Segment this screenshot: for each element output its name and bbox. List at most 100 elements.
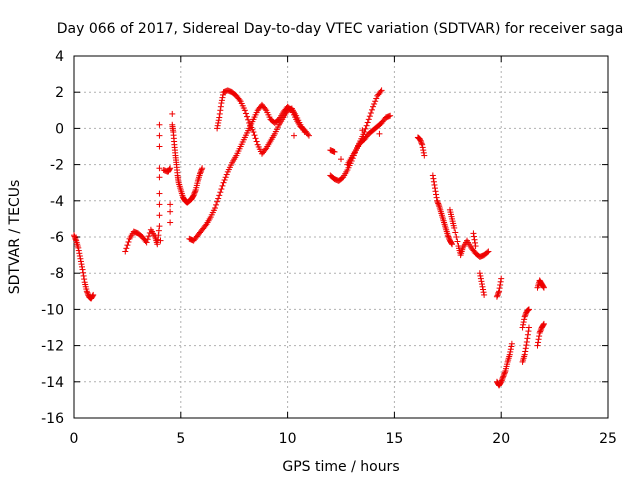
data-point	[507, 348, 514, 355]
data-point	[364, 119, 371, 126]
data-point	[338, 156, 344, 163]
data-point	[495, 289, 502, 296]
y-axis-label: SDTVAR / TECUs	[7, 180, 23, 295]
data-point	[452, 229, 459, 236]
data-point	[478, 278, 485, 285]
x-tick-label: 20	[492, 431, 510, 447]
y-tick-label: -4	[50, 194, 64, 210]
data-point	[524, 335, 531, 342]
data-point	[433, 194, 440, 201]
data-point	[493, 293, 500, 300]
data-point	[197, 169, 204, 176]
data-point	[262, 105, 269, 112]
data-point	[219, 182, 226, 189]
data-point	[217, 189, 224, 196]
data-point	[524, 331, 531, 338]
data-point	[471, 236, 478, 243]
data-point	[156, 190, 163, 197]
data-point	[192, 188, 199, 195]
data-point	[373, 95, 380, 102]
data-point	[253, 138, 260, 145]
data-point	[420, 147, 427, 154]
data-point	[191, 189, 198, 196]
data-point	[376, 130, 383, 137]
data-point	[523, 338, 530, 345]
data-point	[536, 333, 543, 340]
data-point	[501, 370, 508, 377]
data-point	[451, 224, 458, 231]
data-point	[520, 321, 527, 328]
data-point	[508, 340, 515, 347]
data-point	[525, 306, 532, 313]
data-point	[157, 237, 164, 244]
data-point	[430, 178, 437, 185]
data-point	[199, 165, 206, 172]
y-tick-label: -2	[50, 158, 64, 174]
data-point	[218, 100, 225, 107]
data-point	[537, 328, 544, 335]
data-point	[419, 141, 426, 148]
data-point	[470, 233, 477, 240]
data-point	[166, 166, 173, 173]
data-point	[190, 192, 197, 199]
data-point	[522, 312, 529, 319]
data-point	[191, 191, 198, 198]
data-point	[371, 100, 378, 107]
data-point	[431, 185, 438, 192]
axis-ticks	[73, 55, 609, 419]
data-point	[222, 174, 229, 181]
data-point	[167, 208, 174, 215]
x-tick-label: 25	[599, 431, 617, 447]
data-point	[525, 328, 532, 335]
x-tick-label: 10	[279, 431, 297, 447]
data-point	[216, 192, 223, 199]
data-point	[523, 342, 530, 349]
data-point	[448, 240, 455, 247]
data-point	[155, 232, 162, 239]
data-point	[453, 234, 460, 240]
data-point	[534, 342, 541, 349]
data-point	[477, 272, 484, 279]
data-point	[519, 324, 526, 331]
data-point	[480, 289, 487, 296]
y-tick-label: -16	[41, 411, 64, 427]
data-point	[215, 195, 222, 202]
data-point	[540, 284, 547, 291]
data-point	[420, 149, 427, 156]
data-point	[80, 272, 87, 279]
y-tick-label: -14	[41, 375, 64, 391]
data-point	[378, 87, 385, 94]
data-point	[167, 201, 174, 208]
data-point	[156, 223, 163, 230]
data-point	[77, 255, 84, 262]
data-point	[499, 376, 506, 383]
data-point	[218, 97, 225, 104]
data-point	[359, 127, 366, 134]
data-point	[156, 201, 163, 208]
data-point	[472, 243, 479, 250]
data-point	[83, 288, 90, 295]
data-point	[211, 205, 218, 212]
y-tick-label: -8	[50, 266, 64, 282]
data-point	[216, 114, 223, 121]
data-point	[365, 116, 372, 123]
data-point	[432, 188, 439, 195]
data-point	[154, 241, 161, 248]
data-point	[214, 125, 221, 132]
data-point	[498, 378, 505, 385]
data-point	[80, 269, 87, 276]
data-point	[219, 94, 226, 101]
chart-title: Day 066 of 2017, Sidereal Day-to-day VTE…	[57, 21, 624, 37]
data-point	[419, 144, 426, 151]
data-point	[242, 110, 249, 117]
data-point	[77, 258, 84, 265]
data-point	[79, 263, 86, 270]
data-point	[71, 232, 77, 239]
data-point	[244, 113, 251, 120]
data-point	[501, 369, 508, 376]
y-tick-label: 0	[55, 121, 64, 137]
data-point	[500, 372, 507, 379]
y-tick-labels: 4 2 0 -2 -4 -6 -8 -10 -12 -14 -16	[41, 49, 64, 427]
data-point	[372, 98, 379, 105]
